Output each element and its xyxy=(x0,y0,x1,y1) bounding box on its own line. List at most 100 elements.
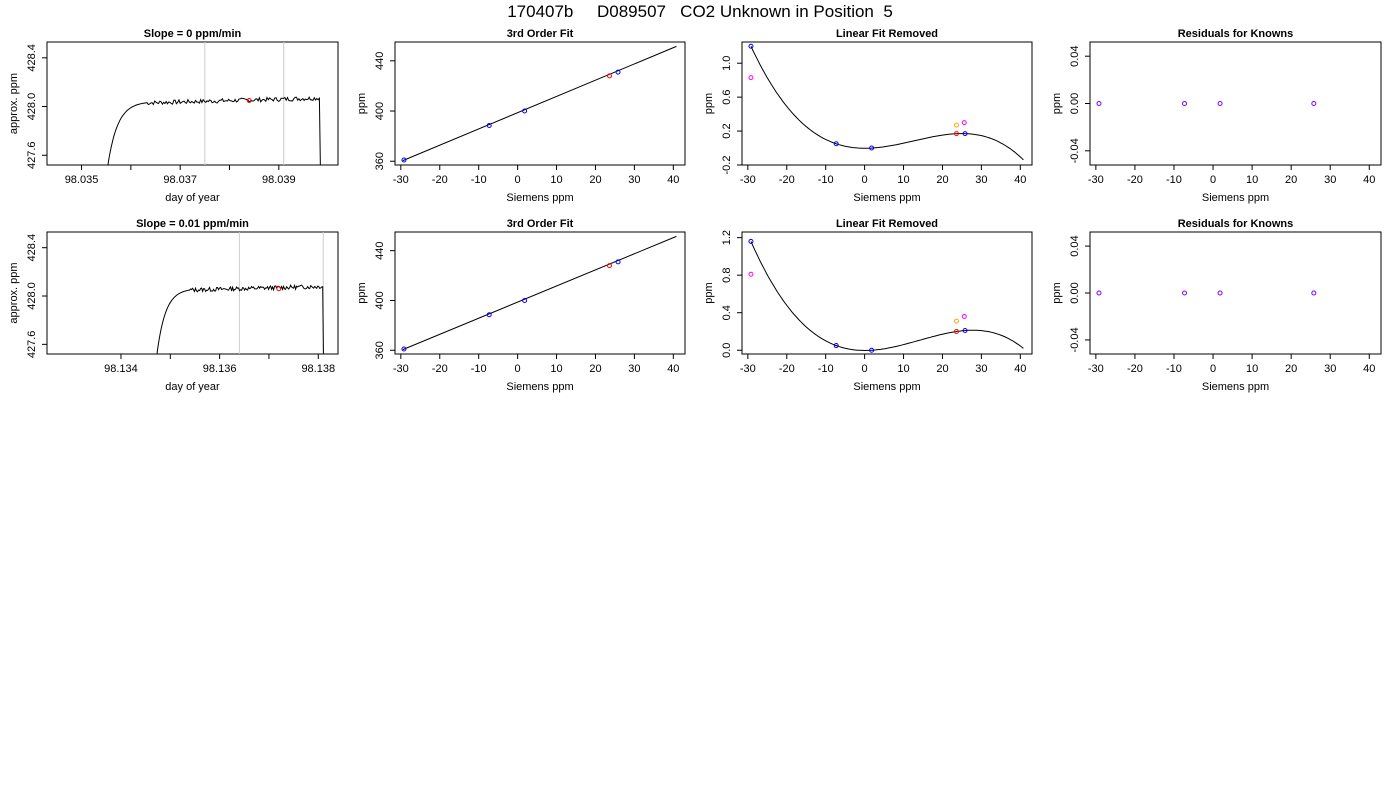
x-tick-label: -10 xyxy=(1166,174,1182,186)
x-tick-label: 40 xyxy=(1014,174,1026,186)
y-tick-label: 428.0 xyxy=(26,93,38,121)
chart-panel-7: Linear Fit Removed -30 -20 -10 0 10 20 30 40 Siem… xyxy=(703,218,1033,393)
data-marks xyxy=(1096,290,1317,296)
y-axis-label: approx. ppm xyxy=(8,73,20,134)
data-point xyxy=(1217,101,1223,106)
y-axis-label: ppm xyxy=(1051,93,1063,114)
y-tick-label: 0.2 xyxy=(721,123,733,138)
y-tick-label: 428.4 xyxy=(26,234,38,262)
x-axis-label: Siemens ppm xyxy=(506,192,573,204)
y-tick-label: 0.04 xyxy=(1069,235,1081,256)
y-tick-label: 427.6 xyxy=(26,141,38,169)
fit-curve xyxy=(750,45,1024,161)
fit-curve xyxy=(750,241,1024,352)
data-point xyxy=(1182,290,1188,296)
data-point xyxy=(1096,290,1102,296)
y-tick-label: 0.8 xyxy=(721,268,733,283)
x-axis-label: day of year xyxy=(165,192,220,204)
data-marks xyxy=(1096,101,1317,106)
series-line xyxy=(107,96,321,165)
plot-frame xyxy=(1089,41,1382,166)
data-marks xyxy=(156,232,324,354)
data-point xyxy=(606,73,612,79)
y-tick-label: 0.6 xyxy=(721,89,733,104)
data-point xyxy=(606,263,612,269)
x-tick-label: 10 xyxy=(897,174,909,186)
x-tick-label: 30 xyxy=(628,363,640,375)
x-tick-label: -30 xyxy=(393,363,409,375)
x-tick-label: 10 xyxy=(897,363,909,375)
chart-panel-8: Residuals for Knowns -30 -20 -10 0 10 20 30 40 Si… xyxy=(1051,218,1382,393)
x-tick-label: 30 xyxy=(1324,174,1336,186)
plot-frame xyxy=(741,41,1033,166)
x-tick-label: 10 xyxy=(1246,363,1258,375)
data-marks xyxy=(401,45,677,163)
y-tick-label: 1.2 xyxy=(721,230,733,245)
chart-panel-4: Residuals for Knowns -30 -20 -10 0 10 20 30 40 Si… xyxy=(1051,28,1382,204)
data-marks xyxy=(748,238,1024,353)
x-tick-label: 40 xyxy=(667,363,679,375)
y-tick-label: -0.2 xyxy=(721,156,733,175)
chart-title: Slope = 0.01 ppm/min xyxy=(136,218,249,230)
x-tick-label: 30 xyxy=(975,174,987,186)
x-tick-label: -20 xyxy=(1127,363,1143,375)
data-point xyxy=(962,131,968,137)
data-point xyxy=(401,157,407,163)
x-tick-label: 40 xyxy=(1363,363,1375,375)
x-tick-label: -30 xyxy=(1088,174,1104,186)
x-tick-label: 10 xyxy=(550,363,562,375)
data-point xyxy=(1311,101,1317,106)
y-axis-label: ppm xyxy=(356,282,368,303)
data-point xyxy=(962,328,968,334)
unknown-marker xyxy=(276,286,282,292)
chart-title: 3rd Order Fit xyxy=(507,28,574,40)
chart-panel-2: 3rd Order Fit -30 -20 -10 0 10 20 30 40 Siemens p… xyxy=(356,28,686,204)
plot-frame xyxy=(394,231,686,355)
page-title: 170407b D089507 CO2 Unknown in Position … xyxy=(507,2,893,21)
y-tick-label: 440 xyxy=(374,241,386,259)
data-point xyxy=(522,297,528,303)
y-tick-label: 400 xyxy=(374,291,386,309)
chart-title: 3rd Order Fit xyxy=(507,218,574,230)
x-tick-label: 98.037 xyxy=(163,174,197,186)
x-tick-label: 20 xyxy=(936,363,948,375)
x-tick-label: -10 xyxy=(471,174,487,186)
data-point xyxy=(1311,290,1317,296)
data-point xyxy=(1096,101,1102,106)
x-tick-label: 0 xyxy=(862,174,868,186)
data-point xyxy=(961,313,967,319)
y-tick-label: 427.6 xyxy=(26,331,38,359)
chart-title: Residuals for Knowns xyxy=(1178,28,1294,40)
fit-line xyxy=(402,235,677,351)
y-tick-label: 360 xyxy=(374,341,386,359)
x-tick-label: 40 xyxy=(667,174,679,186)
x-tick-label: 98.138 xyxy=(301,363,335,375)
plot-frame xyxy=(394,41,686,166)
y-tick-label: 360 xyxy=(374,152,386,170)
y-axis-label: ppm xyxy=(703,93,715,114)
x-tick-label: 30 xyxy=(1324,363,1336,375)
x-tick-label: 20 xyxy=(936,174,948,186)
y-tick-label: 1.0 xyxy=(721,56,733,71)
x-tick-label: 20 xyxy=(1285,363,1297,375)
x-tick-label: -10 xyxy=(818,363,834,375)
y-tick-label: -0.04 xyxy=(1069,138,1081,163)
y-tick-label: 0.0 xyxy=(721,343,733,358)
chart-panel-3: Linear Fit Removed -30 -20 -10 0 10 20 30 40 Siem… xyxy=(703,28,1033,204)
chart-panel-6: 3rd Order Fit -30 -20 -10 0 10 20 30 40 Siemens p… xyxy=(356,218,686,393)
x-tick-label: 0 xyxy=(515,174,521,186)
series-line xyxy=(156,283,324,354)
y-axis-label: ppm xyxy=(703,282,715,303)
x-tick-label: -20 xyxy=(779,174,795,186)
fit-line xyxy=(402,45,677,162)
x-tick-label: 20 xyxy=(589,174,601,186)
plot-frame xyxy=(741,231,1033,355)
data-point xyxy=(486,122,492,128)
chart-title: Residuals for Knowns xyxy=(1178,218,1294,230)
x-tick-label: 0 xyxy=(1210,174,1216,186)
data-point xyxy=(953,122,959,128)
data-point xyxy=(748,271,754,277)
data-point xyxy=(748,238,754,244)
data-marks xyxy=(748,43,1024,161)
